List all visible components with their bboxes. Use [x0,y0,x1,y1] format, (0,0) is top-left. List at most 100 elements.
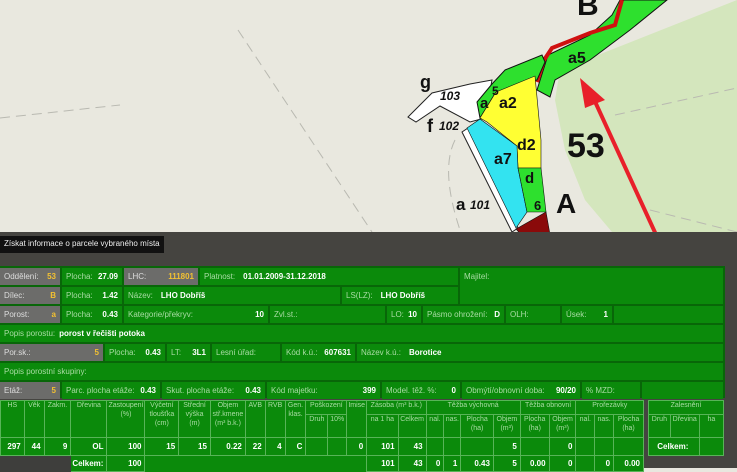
label: Model. těž. %: [386,386,437,395]
popis-skupiny-field: Popis porostní skupiny: [0,363,723,380]
col-header: 10% [327,414,348,438]
group-header: Zalesnění [648,400,724,415]
label: Platnost: [204,272,236,281]
value: 10 [255,310,264,319]
total-label: Celkem: [70,455,108,472]
plocha-porsk-field: Plocha: 0.43 [105,344,165,361]
label: Oddělení: [4,272,39,281]
cell: 101 [366,455,399,472]
map-label: a [480,95,489,112]
label: Porost: [4,310,30,319]
zvlst-field: Zvl.st.: [270,306,385,323]
map-label: d2 [517,137,536,154]
red-arrow [580,78,658,232]
group-header: Poškození [305,400,348,415]
map-label: 5 [492,84,499,98]
col-header: Objem stř.kmene (m³ b.k.) [209,400,246,438]
kod-majetku-field: Kód majetku: 399 [267,382,380,399]
cell: 100 [106,437,146,456]
obmyti-field: Obmýtí/obnovní doba: 90/20 [462,382,580,399]
cell: 9 [43,437,72,456]
label: Kategorie/překryv: [128,310,193,319]
col-header: Dřevina [669,414,700,438]
col-header: Dřevina [70,400,108,438]
cell: 101 [366,437,399,456]
cell [519,437,550,456]
map-scale-area [0,455,72,472]
popis-porostu-field: Popis porostu: porost v řečišti potoka [0,325,723,342]
value: 0.43 [140,386,156,395]
cell: 0.00 [613,455,644,472]
cell [145,456,367,472]
cell: C [284,437,307,456]
col-header: RVB [264,400,286,438]
col-header: Druh [648,414,671,438]
cell: 43 [397,437,427,456]
label: Por.sk.: [4,348,31,357]
value: 3L1 [192,348,206,357]
group-header: Těžba obnovní [519,400,577,415]
col-header: Druh [305,414,329,438]
col-header: Objem (m³) [492,414,521,438]
cell [327,437,348,456]
cell [575,437,596,456]
value: 1.42 [102,291,118,300]
col-header: nas. [594,414,615,438]
platnost-field: Platnost: 01.01.2009-31.12.2018 [200,268,458,285]
model-tez-field: Model. těž. %: 0 [382,382,460,399]
label: Pásmo ohrožení: [427,310,488,319]
cell [594,437,615,456]
forest-area [555,0,737,232]
value: D [494,310,500,319]
cell: 15 [178,437,211,456]
label: Skut. plocha etáže: [166,386,235,395]
value: 53 [47,272,56,281]
label: Kód k.ú.: [286,348,318,357]
value: B [50,291,56,300]
group-header: Těžba výchovná [425,400,521,415]
label: Obmýtí/obnovní doba: [466,386,545,395]
kod-ku-field: Kód k.ú.: 607631 [282,344,355,361]
label: Plocha: [66,272,93,281]
value: 5 [94,348,99,357]
map-label: g [420,72,431,92]
map-label: 102 [439,119,459,133]
stand-b[interactable] [515,211,590,232]
stand-a5[interactable] [536,0,668,98]
col-header: Celkem [397,414,427,438]
cell: 0 [548,437,577,456]
map-label: 101 [470,198,490,212]
table-row[interactable]: 297 44 9 OL 100 15 15 0.22 22 4 C 0 101 … [0,437,644,456]
etaz-field: Etáž: 5 [0,382,60,399]
group-header: Zásoba (m³ b.k.) [366,400,427,415]
label: Plocha: [109,348,136,357]
cell: 1 [443,455,462,472]
col-header: AVB [244,400,266,438]
forest-map[interactable]: B a5 g 103 a 5 a2 f 102 d2 a7 d 6 A a 10… [0,0,737,232]
col-header: Zastoupení (%) [106,400,146,438]
olh-field: OLH: [506,306,560,323]
col-header: nas. [443,414,462,438]
lesni-urad-field: Lesní úřad: [212,344,280,361]
total-label: Celkem: [648,437,700,456]
majitel-field: Majitel: [460,268,723,304]
col-header: Zakm. [43,400,72,438]
col-header: nal. [575,414,596,438]
lt-field: LT: 3L1 [167,344,210,361]
value: Borotice [409,348,442,357]
label: Etáž: [4,386,23,395]
ls-field: LS(LZ): LHO Dobříš [342,287,458,304]
value: 1 [603,310,608,319]
col-header: HS [0,400,25,438]
cell [305,437,329,456]
tooltip: Získat informace o parcele vybraného mís… [0,236,164,253]
label: LT: [171,348,182,357]
blank-field [642,382,723,399]
col-header: Plocha (ha) [613,414,644,438]
label: Úsek: [566,310,587,319]
cell: 0 [425,455,445,472]
cell: 4 [264,437,286,456]
label: LS(LZ): [346,291,373,300]
stand-table: HS Věk Zakm. Dřevina Zastoupení (%) Výče… [0,400,644,472]
value: 0 [451,386,456,395]
